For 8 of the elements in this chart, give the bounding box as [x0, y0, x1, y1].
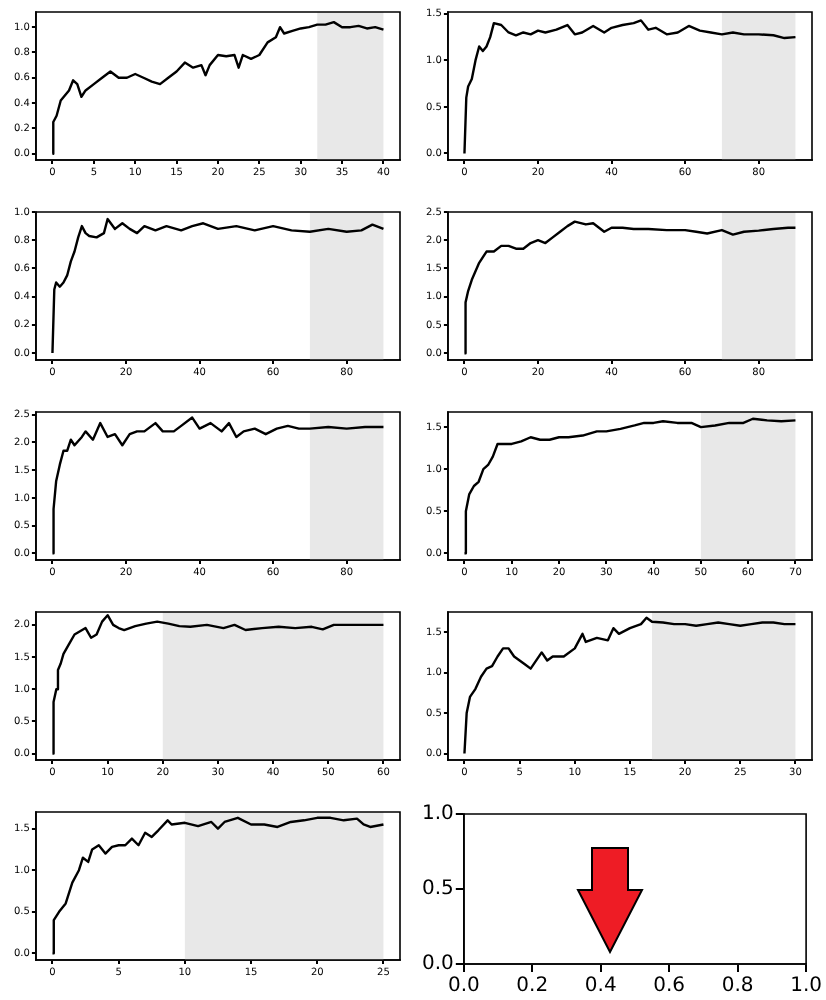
x-tick-label: 0.6 — [653, 975, 686, 998]
y-tick-label: 0.5 — [421, 878, 454, 901]
x-tick-label: 0.8 — [721, 975, 754, 998]
y-tick-label: 1.0 — [421, 803, 454, 826]
x-tick-label: 0.4 — [584, 975, 617, 998]
x-tick-label: 0.0 — [447, 975, 480, 998]
x-tick-label: 1.0 — [790, 975, 822, 998]
x-tick-label: 0.2 — [516, 975, 549, 998]
